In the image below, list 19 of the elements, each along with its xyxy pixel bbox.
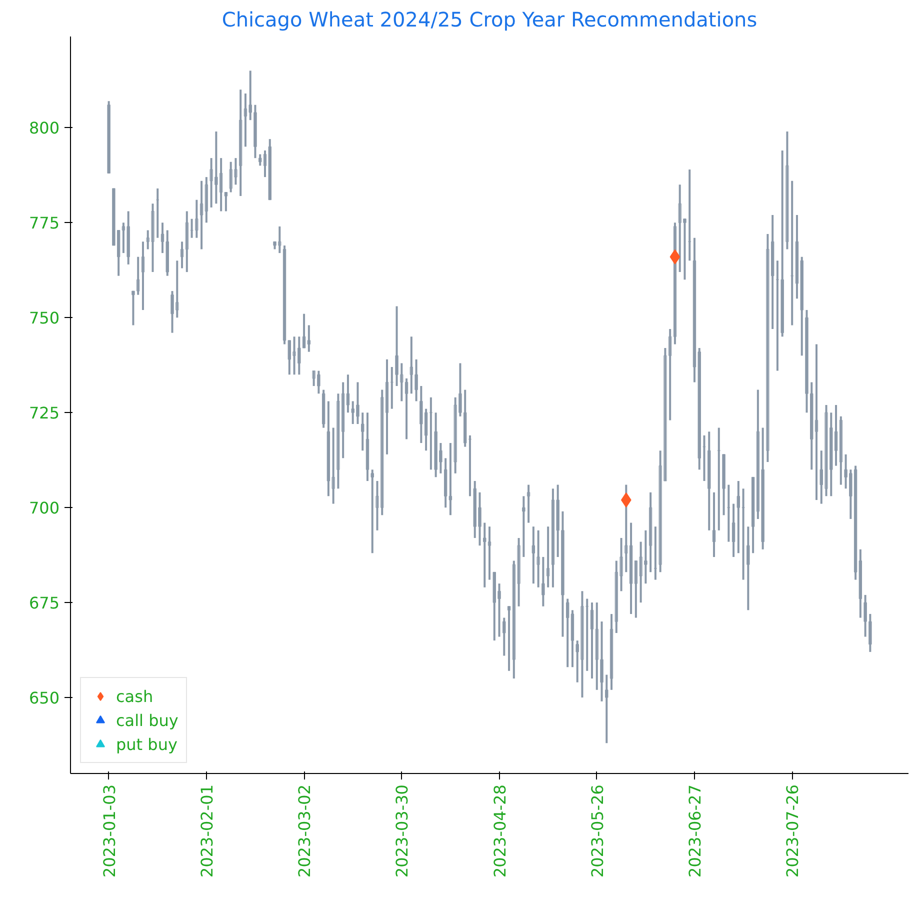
legend-label: put buy (116, 734, 178, 754)
y-tick-label: 800 (28, 118, 60, 138)
x-tick-label: 2023-05-26 (588, 784, 607, 878)
y-tick-label: 750 (28, 308, 60, 328)
x-tick-label: 2023-03-02 (295, 784, 314, 878)
x-tick-label: 2023-01-03 (100, 784, 119, 878)
x-tick-label: 2023-06-27 (685, 784, 704, 878)
legend-label: call buy (116, 710, 178, 730)
x-tick-label: 2023-03-30 (392, 784, 412, 878)
y-tick-label: 675 (28, 594, 60, 613)
x-tick-label: 2023-04-28 (490, 784, 510, 878)
y-tick-label: 650 (28, 688, 60, 708)
y-tick-label: 725 (28, 404, 60, 423)
x-tick-label: 2023-02-01 (197, 784, 216, 878)
legend-label: cash (116, 686, 154, 706)
chart-title: Chicago Wheat 2024/25 Crop Year Recommendations (222, 8, 758, 32)
y-tick-label: 700 (28, 498, 60, 518)
y-tick-label: 775 (28, 214, 60, 233)
x-tick-label: 2023-07-26 (783, 784, 802, 878)
